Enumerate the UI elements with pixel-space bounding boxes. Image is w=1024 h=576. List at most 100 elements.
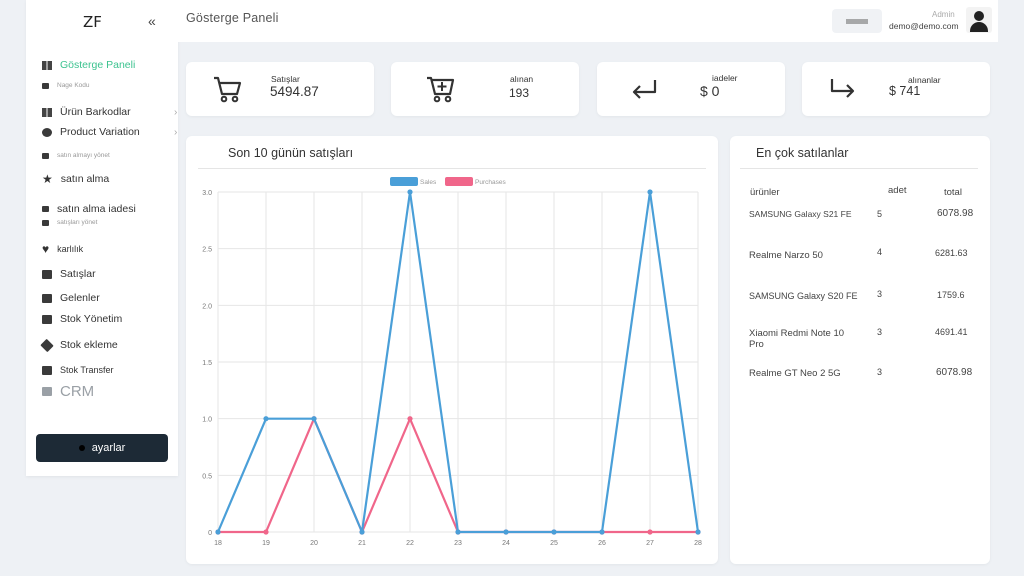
data-point — [599, 529, 605, 535]
sidebar-item-purchase-return[interactable]: satın alma iadesi — [42, 203, 136, 215]
x-tick-label: 19 — [262, 540, 270, 547]
cart-plus-icon — [427, 76, 455, 103]
purchase-icon — [42, 152, 49, 159]
settings-label: ayarlar — [91, 442, 126, 454]
data-point — [647, 189, 653, 195]
box-icon — [40, 338, 54, 352]
transfer-icon — [42, 365, 52, 375]
x-tick-label: 27 — [646, 540, 654, 547]
sidebar-item-purchase[interactable]: ★ satın alma — [42, 171, 109, 186]
data-point — [503, 529, 509, 535]
column-header-qty: adet — [888, 185, 907, 196]
sidebar-section-label: satışları yönet — [57, 219, 98, 226]
product-qty: 3 — [877, 289, 883, 299]
sidebar-item-profitability[interactable]: ♥ karlılık — [42, 241, 83, 256]
product-name: Realme GT Neo 2 5G — [749, 368, 841, 379]
sidebar-item-sales[interactable]: Satışlar — [42, 268, 96, 280]
flag-icon — [846, 18, 868, 24]
sidebar-item-label: Product Variation — [60, 126, 140, 138]
divider — [740, 168, 978, 169]
legend-swatch — [390, 177, 418, 186]
app-logo[interactable]: ZF — [83, 13, 102, 31]
heart-icon: ♥ — [42, 241, 50, 256]
sidebar-item-label: CRM — [60, 383, 95, 400]
y-tick-label: 0.5 — [202, 473, 212, 480]
chevron-right-icon: › — [174, 126, 178, 138]
data-point — [263, 529, 269, 535]
share-icon — [42, 127, 52, 137]
page-title: Gösterge Paneli — [186, 11, 279, 25]
sidebar-item-label: Ürün Barkodlar — [60, 106, 131, 118]
stat-card-sales[interactable]: Satışlar 5494.87 — [186, 62, 374, 116]
incoming-icon — [42, 293, 52, 303]
product-total: 6078.98 — [936, 367, 973, 378]
stat-card-received[interactable]: alınanlar $ 741 — [802, 62, 990, 116]
x-tick-label: 25 — [550, 540, 558, 547]
sidebar-item-label: satın alma iadesi — [57, 203, 136, 215]
product-name: SAMSUNG Galaxy S21 FE — [749, 209, 852, 219]
user-avatar[interactable] — [966, 7, 992, 33]
x-tick-label: 22 — [406, 540, 414, 547]
x-tick-label: 28 — [694, 540, 702, 547]
stat-card-returns[interactable]: iadeler $ 0 — [597, 62, 785, 116]
sidebar-section-label: satın almayı yönet — [57, 152, 110, 159]
settings-button[interactable]: ayarlar — [36, 434, 168, 462]
y-tick-label: 2.0 — [202, 303, 212, 310]
sidebar-section-purchases: satın almayı yönet — [42, 152, 110, 159]
stat-label: Satışlar — [271, 74, 300, 84]
stat-value: $ 0 — [700, 83, 720, 99]
barcode-icon — [42, 82, 49, 89]
x-tick-label: 20 — [310, 540, 318, 547]
x-tick-label: 18 — [214, 540, 222, 547]
x-tick-label: 21 — [358, 540, 366, 547]
sidebar-item-label: Nage Kodu — [57, 82, 90, 89]
sidebar-item-label: Satışlar — [60, 268, 96, 280]
product-qty: 5 — [877, 209, 883, 219]
product-qty: 3 — [877, 327, 883, 337]
star-icon: ★ — [42, 171, 53, 186]
collapse-sidebar-icon[interactable]: « — [148, 13, 156, 29]
sidebar: ZF « Gösterge Paneli Nage Kodu Ürün Bark… — [26, 0, 178, 476]
sidebar-item-incoming[interactable]: Gelenler — [42, 292, 100, 304]
sidebar-item-stock-transfer[interactable]: Stok Transfer — [42, 365, 114, 375]
dashboard-icon — [42, 60, 52, 70]
y-tick-label: 1.0 — [202, 417, 212, 424]
stock-icon — [42, 314, 52, 324]
data-point — [263, 416, 269, 422]
y-tick-label: 1.5 — [202, 360, 212, 367]
sidebar-item-product-variation[interactable]: Product Variation › — [42, 126, 177, 138]
sidebar-item-stock-management[interactable]: Stok Yönetim — [42, 313, 122, 325]
sidebar-item-stock-add[interactable]: Stok ekleme — [40, 338, 118, 352]
sales-icon — [42, 269, 52, 279]
legend-label: Purchases — [475, 179, 506, 186]
user-icon-body — [970, 22, 988, 32]
sidebar-item-product-barcodes[interactable]: Ürün Barkodlar › — [42, 106, 177, 118]
stat-card-purchases[interactable]: alınan 193 — [391, 62, 579, 116]
return-arrow-icon — [632, 80, 657, 99]
product-qty: 4 — [877, 247, 883, 257]
language-flag-button[interactable] — [832, 9, 882, 33]
sidebar-item-crm[interactable]: CRM — [42, 383, 94, 400]
user-role: Admin — [932, 10, 955, 19]
sidebar-item-label: Stok Yönetim — [60, 313, 123, 325]
product-qty: 3 — [877, 367, 883, 377]
top-sellers-title: En çok satılanlar — [756, 146, 849, 160]
cart-icon — [214, 76, 242, 103]
data-point — [359, 529, 365, 535]
data-point — [407, 189, 413, 195]
forward-arrow-icon — [830, 79, 855, 98]
product-name: Realme Narzo 50 — [749, 250, 823, 261]
sales-icon — [42, 219, 49, 226]
data-point — [215, 529, 221, 535]
product-total: 4691.41 — [935, 327, 968, 337]
line-chart[interactable]: 0 0.5 1.0 1.5 2.0 2.5 3.0 18 19 20 21 22 23 24 25 26 27 2… — [186, 174, 718, 564]
sidebar-item-barcode[interactable]: Nage Kodu — [42, 82, 90, 89]
barcode-icon — [42, 107, 52, 117]
chevron-right-icon: › — [174, 106, 178, 118]
sidebar-item-label: Stok Transfer — [60, 365, 114, 375]
product-total: 1759.6 — [937, 290, 965, 300]
crm-icon — [42, 387, 52, 396]
data-point — [695, 529, 701, 535]
sidebar-item-dashboard[interactable]: Gösterge Paneli — [42, 59, 135, 71]
product-total: 6078.98 — [937, 208, 974, 219]
